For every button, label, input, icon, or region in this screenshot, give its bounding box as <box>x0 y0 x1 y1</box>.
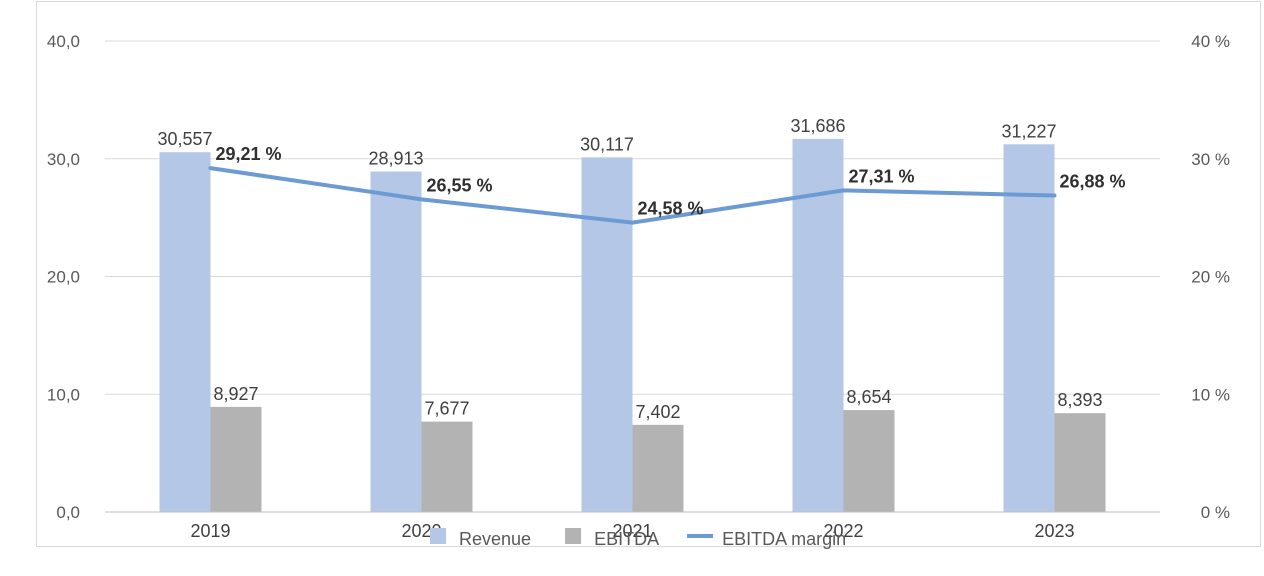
bar-ebitda <box>632 424 684 512</box>
data-labels: 30,557 8,927 28,913 7,677 30,117 7,402 31,686 8… <box>157 116 1125 422</box>
ebitda-margin-line <box>208 166 1057 225</box>
bar-revenue <box>159 152 211 512</box>
data-label-revenue: 31,686 <box>790 116 845 136</box>
legend-swatch <box>565 528 582 544</box>
bar-ebitda <box>421 421 473 512</box>
data-label-ebitda-margin: 26,55 % <box>427 175 493 195</box>
chart-frame <box>36 1 1261 547</box>
y-left-tick-label: 0,0 <box>56 503 80 522</box>
legend-label: Revenue <box>459 529 531 549</box>
legend-label: EBITDA <box>594 529 659 549</box>
y-right-tick-label: 30 % <box>1191 150 1230 169</box>
y-right-tick-label: 10 % <box>1191 385 1230 404</box>
y-left-tick-label: 20,0 <box>47 268 80 287</box>
data-label-ebitda-margin: 27,31 % <box>849 166 915 186</box>
y-left-tick-label: 30,0 <box>47 150 80 169</box>
legend-swatch <box>430 528 446 544</box>
data-label-revenue: 31,227 <box>1001 121 1056 141</box>
x-tick-label: 2021 <box>612 521 652 541</box>
data-label-ebitda-margin: 26,88 % <box>1060 171 1126 191</box>
x-tick-label: 2022 <box>823 521 863 541</box>
bar-ebitda <box>1054 413 1106 512</box>
axes: 0,0 10,0 20,0 30,0 40,0 0 % 10 % 20 % 30 % 40 % 20… <box>47 32 1230 541</box>
data-label-ebitda-margin: 24,58 % <box>638 199 704 219</box>
data-label-ebitda: 8,654 <box>846 387 891 407</box>
x-tick-label: 2023 <box>1034 521 1074 541</box>
y-right-tick-label: 0 % <box>1201 503 1230 522</box>
data-label-ebitda: 8,393 <box>1057 390 1102 410</box>
data-label-ebitda: 7,402 <box>635 402 680 422</box>
y-left-tick-label: 40,0 <box>47 32 80 51</box>
bar-revenue <box>792 138 844 513</box>
data-label-revenue: 28,913 <box>368 149 423 169</box>
margin-line-layer <box>208 166 1057 225</box>
legend-label: EBITDA margin <box>722 529 846 549</box>
bar-revenue <box>1003 144 1055 513</box>
bar-revenue <box>581 157 633 513</box>
y-right-tick-label: 20 % <box>1191 268 1230 287</box>
bar-ebitda <box>210 406 262 512</box>
data-label-revenue: 30,117 <box>580 134 634 154</box>
data-label-ebitda: 8,927 <box>213 384 258 404</box>
x-tick-label: 2019 <box>190 521 230 541</box>
bar-ebitda <box>843 410 895 512</box>
y-right-tick-label: 40 % <box>1191 32 1230 51</box>
data-label-ebitda-margin: 29,21 % <box>216 144 282 164</box>
data-label-revenue: 30,557 <box>157 129 212 149</box>
bar-revenue <box>370 171 422 512</box>
legend: Revenue EBITDA EBITDA margin <box>430 528 846 549</box>
data-label-ebitda: 7,677 <box>424 399 469 419</box>
y-left-tick-label: 10,0 <box>47 385 80 404</box>
